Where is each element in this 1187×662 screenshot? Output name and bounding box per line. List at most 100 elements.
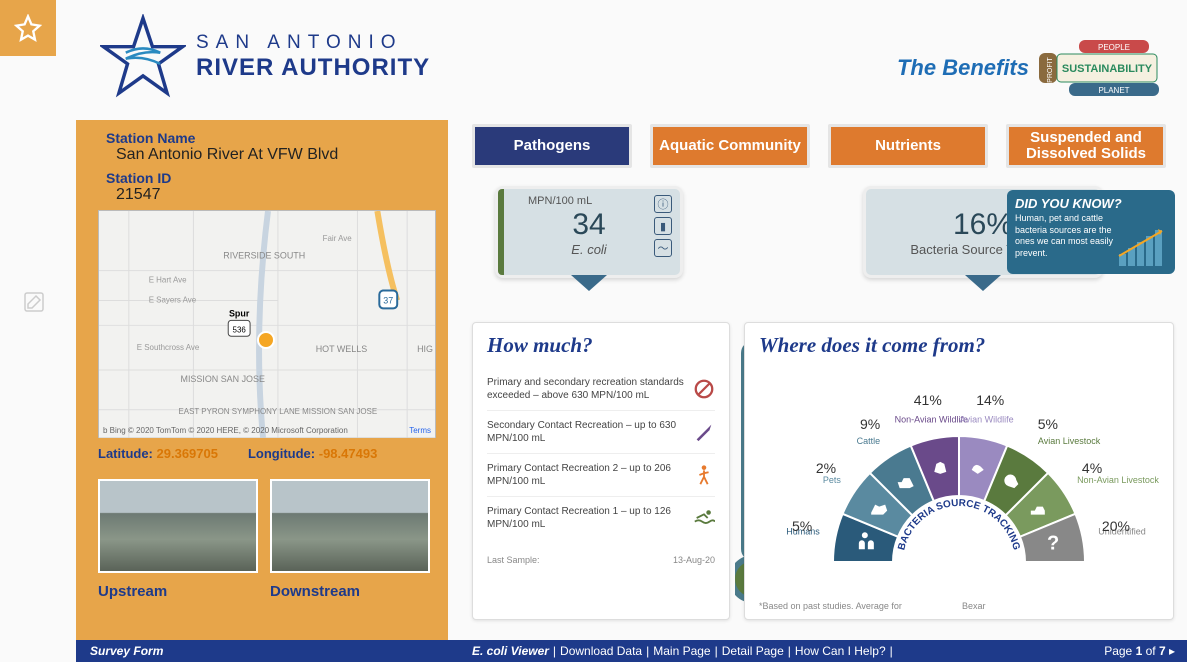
wherefrom-title: Where does it come from? bbox=[759, 333, 1159, 358]
walk-icon bbox=[693, 464, 715, 486]
logo-star-icon bbox=[100, 14, 186, 100]
lat-value: 29.369705 bbox=[157, 446, 218, 461]
svg-text:5%: 5% bbox=[1038, 416, 1058, 432]
svg-text:20%: 20% bbox=[1102, 518, 1130, 534]
lat-label: Latitude: bbox=[98, 446, 153, 461]
benefits-label: The Benefits bbox=[897, 55, 1029, 81]
footer: Survey Form E. coli Viewer | Download Da… bbox=[76, 640, 1187, 662]
svg-text:4%: 4% bbox=[1082, 460, 1102, 476]
gauge-ecoli: MPN/100 mL 34 E. coli ⓘ ▮ 〜 bbox=[495, 186, 683, 278]
map-roads: 37 536 Spur RIVERSIDE SOUTH HOT WELLS HI… bbox=[99, 211, 435, 438]
map-pin[interactable] bbox=[257, 331, 275, 349]
tab-bar: Pathogens Aquatic Community Nutrients Su… bbox=[472, 124, 1166, 168]
svg-text:37: 37 bbox=[383, 295, 393, 305]
footer-page: Page 1 of 7 ▸ bbox=[1104, 644, 1187, 658]
svg-text:MISSION SAN JOSE: MISSION SAN JOSE bbox=[181, 374, 265, 384]
tab-pathogens[interactable]: Pathogens bbox=[472, 124, 632, 168]
howmuch-card: How much? Primary and secondary recreati… bbox=[472, 322, 730, 620]
svg-text:536: 536 bbox=[233, 325, 247, 334]
svg-text:Spur: Spur bbox=[229, 308, 250, 318]
upstream-label: Upstream bbox=[98, 583, 258, 600]
upstream-photo[interactable] bbox=[98, 479, 258, 573]
tab-aquatic[interactable]: Aquatic Community bbox=[650, 124, 810, 168]
logo-text-1: SAN ANTONIO bbox=[196, 32, 430, 54]
gauge-ecoli-label: E. coli bbox=[571, 242, 606, 257]
svg-text:Fair Ave: Fair Ave bbox=[323, 234, 353, 243]
benefits-badge[interactable]: PEOPLE PROFIT SUSTAINABILITY PLANET bbox=[1039, 40, 1169, 96]
star-icon bbox=[14, 14, 42, 42]
svg-text:Avian Wildlife: Avian Wildlife bbox=[960, 415, 1014, 425]
swim-icon bbox=[693, 507, 715, 529]
station-id-label: Station ID bbox=[106, 170, 430, 186]
footer-help[interactable]: How Can I Help? bbox=[795, 644, 886, 658]
svg-text:SUSTAINABILITY: SUSTAINABILITY bbox=[1062, 63, 1153, 75]
svg-text:Avian Livestock: Avian Livestock bbox=[1038, 436, 1101, 446]
dyk-head: DID YOU KNOW? bbox=[1015, 196, 1167, 211]
wherefrom-card: Where does it come from? Humans5%Pets2%C… bbox=[744, 322, 1174, 620]
station-name-value: San Antonio River At VFW Blvd bbox=[116, 146, 430, 164]
map-terms-link[interactable]: Terms bbox=[409, 426, 431, 435]
info-icon[interactable]: ⓘ bbox=[654, 195, 672, 213]
howmuch-title: How much? bbox=[487, 333, 715, 358]
gauge-ecoli-unit: MPN/100 mL bbox=[528, 195, 592, 207]
footer-survey[interactable]: Survey Form bbox=[76, 644, 472, 658]
svg-text:HOT WELLS: HOT WELLS bbox=[316, 344, 368, 354]
pencil-icon bbox=[22, 290, 46, 314]
howmuch-r3: Primary Contact Recreation 2 – up to 206… bbox=[487, 462, 685, 488]
svg-text:RIVERSIDE SOUTH: RIVERSIDE SOUTH bbox=[223, 251, 305, 261]
station-name-label: Station Name bbox=[106, 130, 430, 146]
lon-value: -98.47493 bbox=[319, 446, 378, 461]
downstream-label: Downstream bbox=[270, 583, 430, 600]
svg-text:Non-Avian Livestock: Non-Avian Livestock bbox=[1077, 475, 1159, 485]
svg-text:EAST PYRON SYMPHONY LANE MISSI: EAST PYRON SYMPHONY LANE MISSION SAN JOS… bbox=[179, 407, 378, 416]
svg-text:2%: 2% bbox=[816, 460, 836, 476]
footer-download[interactable]: Download Data bbox=[560, 644, 642, 658]
lon-label: Longitude: bbox=[248, 446, 315, 461]
station-panel: Station Name San Antonio River At VFW Bl… bbox=[76, 120, 448, 640]
howmuch-r4: Primary Contact Recreation 1 – up to 126… bbox=[487, 505, 685, 531]
svg-text:5%: 5% bbox=[792, 518, 812, 534]
svg-text:E Southcross Ave: E Southcross Ave bbox=[137, 343, 200, 352]
svg-text:PEOPLE: PEOPLE bbox=[1098, 43, 1130, 52]
svg-text:9%: 9% bbox=[860, 416, 880, 432]
bar-chart-icon[interactable]: ▮ bbox=[654, 217, 672, 235]
map-credit: b Bing © 2020 TomTom © 2020 HERE, © 2020… bbox=[103, 426, 348, 435]
dyk-body: Human, pet and cattle bacteria sources a… bbox=[1015, 213, 1115, 260]
svg-text:?: ? bbox=[1047, 532, 1059, 554]
dyk-chart-icon bbox=[1117, 226, 1169, 268]
footer-viewer[interactable]: E. coli Viewer bbox=[472, 644, 549, 658]
did-you-know: DID YOU KNOW? Human, pet and cattle bact… bbox=[1007, 190, 1175, 274]
tab-nutrients[interactable]: Nutrients bbox=[828, 124, 988, 168]
station-id-value: 21547 bbox=[116, 186, 430, 204]
wf-footer-right: Bexar bbox=[962, 601, 986, 611]
gauge-ecoli-value: 34 bbox=[572, 208, 605, 242]
gauge-bst-value: 16% bbox=[953, 208, 1013, 242]
benefits-area: The Benefits PEOPLE PROFIT SUSTAINABILIT… bbox=[897, 40, 1169, 96]
line-chart-icon[interactable]: 〜 bbox=[654, 239, 672, 257]
svg-text:HIG: HIG bbox=[417, 344, 433, 354]
footer-detail[interactable]: Detail Page bbox=[722, 644, 784, 658]
svg-text:Non-Avian Wildlife: Non-Avian Wildlife bbox=[895, 415, 968, 425]
tab-solids[interactable]: Suspended and Dissolved Solids bbox=[1006, 124, 1166, 168]
svg-text:41%: 41% bbox=[914, 392, 942, 408]
svg-text:PROFIT: PROFIT bbox=[1047, 56, 1054, 82]
howmuch-r2: Secondary Contact Recreation – up to 630… bbox=[487, 419, 685, 445]
downstream-photo[interactable] bbox=[270, 479, 430, 573]
logo-text-2: RIVER AUTHORITY bbox=[196, 54, 430, 82]
map[interactable]: 37 536 Spur RIVERSIDE SOUTH HOT WELLS HI… bbox=[98, 210, 436, 438]
no-icon bbox=[693, 378, 715, 400]
svg-text:Pets: Pets bbox=[823, 475, 842, 485]
last-sample-label: Last Sample: bbox=[487, 555, 540, 565]
svg-text:PLANET: PLANET bbox=[1098, 86, 1129, 95]
svg-text:14%: 14% bbox=[976, 392, 1004, 408]
svg-text:E Hart Ave: E Hart Ave bbox=[149, 276, 187, 285]
svg-text:Cattle: Cattle bbox=[857, 436, 881, 446]
paddle-icon bbox=[693, 421, 715, 443]
logo: SAN ANTONIO RIVER AUTHORITY bbox=[100, 14, 430, 100]
edit-button[interactable] bbox=[22, 290, 46, 314]
wf-footer-left: *Based on past studies. Average for bbox=[759, 601, 902, 611]
howmuch-r1: Primary and secondary recreation standar… bbox=[487, 376, 685, 402]
arc-chart: Humans5%Pets2%Cattle9%Non-Avian Wildlife… bbox=[759, 364, 1159, 594]
star-tab[interactable] bbox=[0, 0, 56, 56]
footer-main[interactable]: Main Page bbox=[653, 644, 710, 658]
